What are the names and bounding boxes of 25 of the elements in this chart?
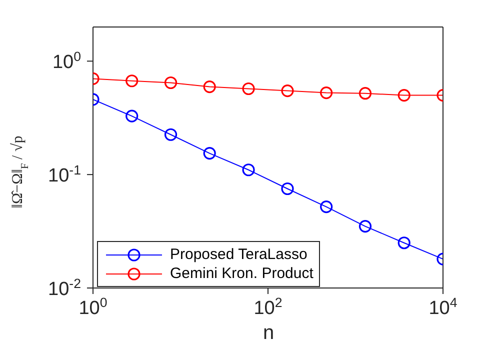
x-tick-label: 10$^{4}$ [428, 294, 458, 319]
point [164, 128, 178, 141]
point [281, 182, 294, 196]
point [358, 87, 372, 100]
point [281, 84, 294, 98]
legend-label: Proposed TeraLasso [170, 245, 308, 264]
point [398, 88, 410, 102]
point [126, 110, 138, 122]
y-tick-label: 10$^{-2}$ [48, 276, 81, 300]
point [320, 86, 333, 100]
point [358, 220, 372, 233]
point [320, 200, 333, 214]
point [126, 74, 138, 88]
x-axis-title: n [262, 322, 274, 344]
x-tick-label: 10$^{2}$ [254, 294, 282, 319]
point [203, 147, 216, 160]
y-tick-label: 10$^{-1}$ [48, 162, 81, 187]
point [203, 80, 216, 94]
point [242, 164, 255, 176]
point [242, 82, 255, 96]
x-tick-label: 10$^{0}$ [78, 294, 108, 319]
point [398, 236, 410, 250]
legend-label: Gemini Kron. Product [170, 264, 314, 283]
point [164, 76, 178, 90]
y-tick-label: 10$^{0}$ [52, 48, 81, 74]
